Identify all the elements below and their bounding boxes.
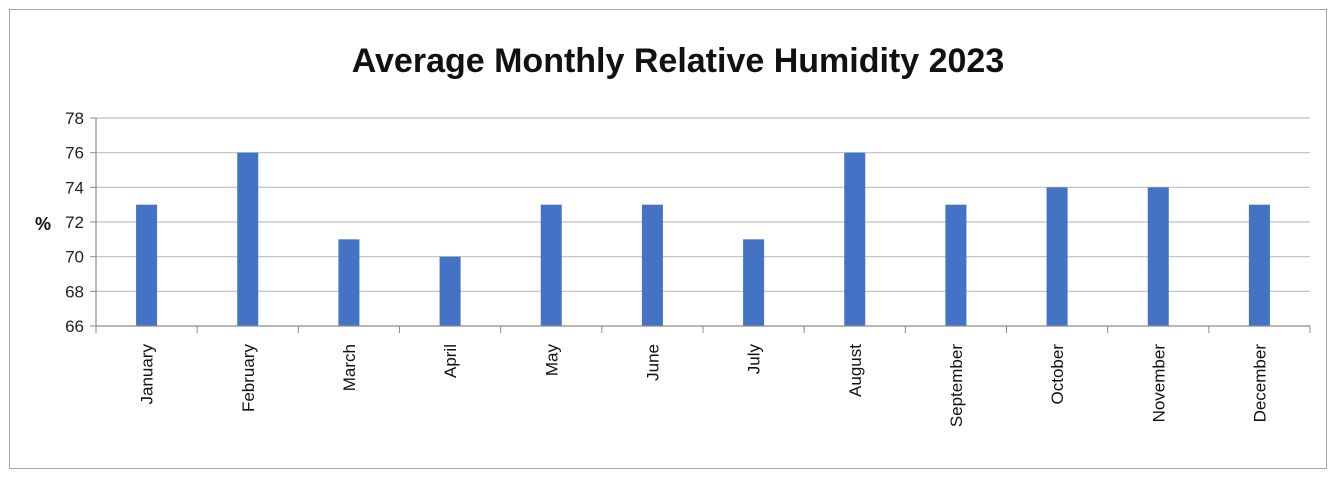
y-tick-label: 70 [65,248,84,267]
y-tick-label: 68 [65,282,84,301]
bar-august [844,152,866,326]
bar-april [439,256,461,326]
y-axis-label: % [35,214,51,234]
y-tick-label: 76 [65,144,84,163]
bar-july [743,239,765,326]
gridlines [96,117,1310,292]
x-tick-labels: January February March April May June July Augu… [138,344,1270,428]
x-tick-label-april: April [441,344,460,378]
y-tick-label: 74 [65,178,84,197]
x-tick-label-october: October [1048,344,1067,405]
bar-october [1046,187,1068,326]
bar-may [540,204,562,326]
bar-november [1147,187,1169,326]
axes [90,117,1311,333]
bar-february [237,152,259,326]
chart-title: Average Monthly Relative Humidity 2023 [352,42,1005,80]
bar-march [338,239,360,326]
bar-september [945,204,967,326]
y-tick-label: 66 [65,317,84,336]
x-tick-label-june: June [643,344,662,381]
x-tick-label-march: March [340,344,359,391]
y-tick-label: 78 [65,109,84,128]
x-tick-label-december: December [1250,344,1269,423]
bars [136,152,1270,326]
x-tick-label-february: February [239,344,258,413]
x-tick-label-november: November [1149,344,1168,423]
y-tick-label: 72 [65,213,84,232]
x-tick-label-september: September [947,344,966,427]
bar-june [641,204,663,326]
bar-january [136,204,158,326]
y-tick-labels: 66 68 70 72 74 76 78 [65,109,84,336]
chart-frame [9,9,1327,469]
x-tick-label-august: August [846,344,865,397]
bar-december [1248,204,1270,326]
x-tick-label-january: January [138,344,157,405]
x-tick-label-may: May [542,344,561,377]
x-tick-label-july: July [745,344,764,375]
